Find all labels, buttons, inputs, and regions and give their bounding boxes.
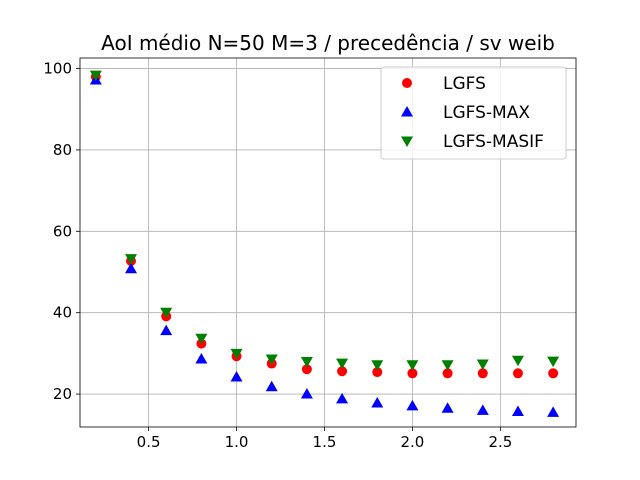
x-tick-label: 1.5 [313, 433, 337, 451]
legend-marker-lgfs-masif [401, 136, 413, 147]
point-lgfs-max-1 [125, 262, 138, 274]
point-lgfs-12 [512, 368, 523, 379]
point-lgfs-max-4 [230, 370, 243, 382]
point-lgfs-masif-7 [336, 358, 349, 370]
point-lgfs-masif-10 [441, 360, 454, 371]
data-marks [89, 70, 560, 417]
point-lgfs-13 [548, 368, 559, 379]
legend-label: LGFS-MASIF [443, 132, 544, 152]
axes: 0.5 1.0 1.5 2.0 2.5 20 40 60 80 100 [43, 57, 577, 451]
point-lgfs-masif-9 [406, 360, 419, 371]
point-lgfs-masif-4 [230, 348, 243, 360]
point-lgfs-masif-6 [300, 356, 313, 368]
point-lgfs-max-2 [160, 324, 173, 336]
legend: LGFS LGFS-MAX LGFS-MASIF [380, 66, 567, 160]
legend-box [380, 66, 567, 160]
point-lgfs-max-11 [476, 404, 489, 415]
legend-label: LGFS-MAX [443, 103, 530, 123]
point-lgfs-masif-5 [265, 354, 278, 366]
point-lgfs-masif-12 [511, 355, 524, 367]
point-lgfs-max-9 [406, 399, 419, 411]
y-tick-label: 80 [53, 141, 72, 159]
y-tick-label: 40 [53, 304, 72, 322]
point-lgfs-8 [372, 367, 383, 378]
y-tick-label: 100 [43, 60, 72, 78]
x-tick-label: 1.0 [225, 433, 249, 451]
point-lgfs-masif-11 [476, 359, 489, 370]
point-lgfs-10 [442, 368, 453, 379]
x-tick-label: 2.5 [488, 433, 512, 451]
point-lgfs-masif-8 [371, 360, 384, 371]
x-tick-label: 2.0 [400, 433, 424, 451]
point-lgfs-max-3 [195, 353, 208, 364]
legend-label: LGFS [443, 74, 486, 94]
chart-title: AoI médio N=50 M=3 / precedência / sv we… [101, 31, 555, 55]
point-lgfs-max-6 [300, 388, 313, 399]
y-tick-label: 20 [53, 385, 72, 403]
point-lgfs-max-8 [371, 396, 384, 408]
point-lgfs-11 [477, 368, 488, 379]
point-lgfs-max-5 [265, 380, 278, 392]
point-lgfs-9 [407, 368, 418, 379]
point-lgfs-7 [337, 366, 348, 377]
point-lgfs-6 [301, 364, 312, 375]
plot-frame [79, 57, 577, 428]
point-lgfs-max-10 [441, 402, 454, 413]
point-lgfs-max-13 [547, 406, 560, 417]
point-lgfs-max-12 [511, 405, 524, 417]
legend-marker-lgfs-max [401, 106, 413, 117]
point-lgfs-masif-13 [547, 356, 560, 368]
point-lgfs-masif-3 [195, 333, 208, 345]
point-lgfs-masif-1 [125, 254, 138, 265]
point-lgfs-max-7 [336, 392, 349, 404]
point-lgfs-masif-2 [160, 307, 173, 319]
legend-marker-lgfs [402, 78, 412, 88]
y-tick-label: 60 [53, 222, 72, 240]
point-lgfs-masif-0 [89, 70, 102, 82]
x-tick-label: 0.5 [137, 433, 161, 451]
